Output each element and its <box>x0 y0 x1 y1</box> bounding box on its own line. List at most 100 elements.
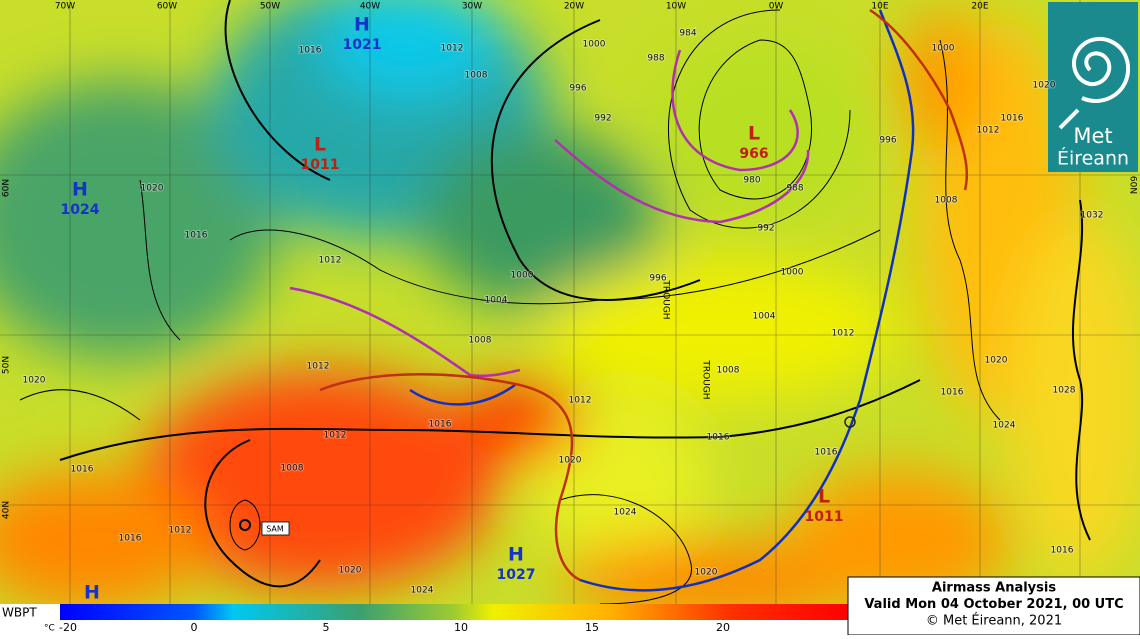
logo-text: Éireann <box>1057 147 1129 170</box>
isobar-label: 1016 <box>707 433 730 443</box>
isobar-label: 1016 <box>299 46 322 56</box>
legend-variable: WBPT <box>2 606 37 620</box>
isobar-label: 988 <box>786 184 803 194</box>
isobar-label: 996 <box>569 84 586 94</box>
isobar-label: 1020 <box>559 456 582 466</box>
isobar-label: 992 <box>594 114 611 124</box>
legend-tick-label: 0 <box>191 621 198 634</box>
isobar-label: 1016 <box>1051 546 1074 556</box>
isobar-label: 1008 <box>717 366 740 376</box>
latitude-label: 60N <box>1128 176 1138 194</box>
pressure-center-value: 1024 <box>61 202 100 218</box>
isobar-label: 1016 <box>429 420 452 430</box>
isobar-label: 1020 <box>985 356 1008 366</box>
longitude-label: 20W <box>564 2 584 12</box>
graticule <box>0 0 1140 604</box>
storm-symbol <box>239 519 290 536</box>
pressure-center-value: 1011 <box>301 157 340 173</box>
isobar-label: 1020 <box>141 184 164 194</box>
longitude-label: 10E <box>871 2 888 12</box>
legend-bar <box>0 604 848 635</box>
isobar-label: 984 <box>679 29 696 39</box>
isobar-label: 996 <box>649 274 666 284</box>
isobar-label: 1012 <box>307 362 330 372</box>
trough-label: TROUGH <box>701 359 711 399</box>
trough-label: TROUGH <box>661 279 671 319</box>
isobar-label: 1008 <box>465 71 488 81</box>
latitude-label: 40N <box>2 501 12 519</box>
logo-text: Met <box>1073 124 1112 148</box>
pressure-center-value: 966 <box>739 146 768 162</box>
isobar-label: 1012 <box>169 526 192 536</box>
legend-tick-label: 20 <box>716 621 730 634</box>
isobar-label: 1000 <box>932 44 955 54</box>
legend-unit: °C <box>44 624 55 634</box>
isobar-label: 1016 <box>185 231 208 241</box>
isobar-label: 980 <box>743 176 760 186</box>
pressure-center-kind: L <box>748 123 760 145</box>
longitude-label: 10W <box>666 2 686 12</box>
isobar-label: 1008 <box>469 336 492 346</box>
longitude-label: 30W <box>462 2 482 12</box>
storm-label: SAM <box>266 525 284 534</box>
latitude-label: 60N <box>2 179 12 197</box>
info-box <box>847 576 1140 636</box>
info-valid: Valid Mon 04 October 2021, 00 UTC <box>864 597 1123 612</box>
longitude-label: 40W <box>360 2 380 12</box>
isobar-label: 1004 <box>753 312 776 322</box>
pressure-center-kind: H <box>84 582 100 604</box>
logo <box>1048 2 1138 172</box>
longitude-label: 70W <box>55 2 75 12</box>
isobar-label: 1000 <box>781 268 804 278</box>
isobar-label: 1016 <box>941 388 964 398</box>
isobar-label: 992 <box>757 224 774 234</box>
info-copyright: © Met Éireann, 2021 <box>926 613 1062 629</box>
isobar-label: 1000 <box>583 40 606 50</box>
isobar-label: 1020 <box>695 568 718 578</box>
isobar-label: 1016 <box>1001 114 1024 124</box>
legend-tick-label: 10 <box>454 621 468 634</box>
isobar-label: 1020 <box>23 376 46 386</box>
pressure-center-kind: H <box>354 14 370 36</box>
isobar-label: 1016 <box>119 534 142 544</box>
latitude-label: 50N <box>2 356 12 374</box>
longitude-label: 50W <box>260 2 280 12</box>
isobar-label: 1008 <box>281 464 304 474</box>
pressure-center-kind: L <box>314 134 326 156</box>
fronts <box>289 8 969 592</box>
pressure-center-kind: L <box>818 486 830 508</box>
isobars <box>19 0 1091 605</box>
isobar-label: 1020 <box>339 566 362 576</box>
pressure-center-value: 1021 <box>343 37 382 53</box>
pressure-center-kind: H <box>508 544 524 566</box>
longitude-label: 60W <box>157 2 177 12</box>
pressure-center-value: 1027 <box>497 567 536 583</box>
legend-tick-label: 5 <box>323 621 330 634</box>
legend-tick-label: 15 <box>585 621 599 634</box>
info-title: Airmass Analysis <box>932 581 1056 596</box>
isobar-label: 1012 <box>977 126 1000 136</box>
isobar-label: 988 <box>647 54 664 64</box>
isobar-label: 1028 <box>1053 386 1076 396</box>
isobar-label: 1016 <box>815 448 838 458</box>
pressure-center-kind: H <box>72 179 88 201</box>
longitude-label: 0W <box>769 2 784 12</box>
legend-tick-label: -20 <box>59 621 77 634</box>
isobar-label: 1000 <box>511 271 534 281</box>
isobar-label: 1012 <box>832 329 855 339</box>
isobar-label: 1008 <box>935 196 958 206</box>
isobar-label: 1032 <box>1081 211 1104 221</box>
isobar-label: 1012 <box>319 256 342 266</box>
isobar-label: 1016 <box>71 465 94 475</box>
longitude-label: 20E <box>971 2 988 12</box>
isobar-label: 1024 <box>614 508 637 518</box>
isobar-label: 1004 <box>485 296 508 306</box>
isobar-label: 1012 <box>441 44 464 54</box>
isobar-label: 996 <box>879 136 896 146</box>
isobar-label: 1024 <box>993 421 1016 431</box>
pressure-center-value: 1011 <box>805 509 844 525</box>
isobar-label: 1020 <box>1033 81 1056 91</box>
isobar-label: 1012 <box>324 431 347 441</box>
